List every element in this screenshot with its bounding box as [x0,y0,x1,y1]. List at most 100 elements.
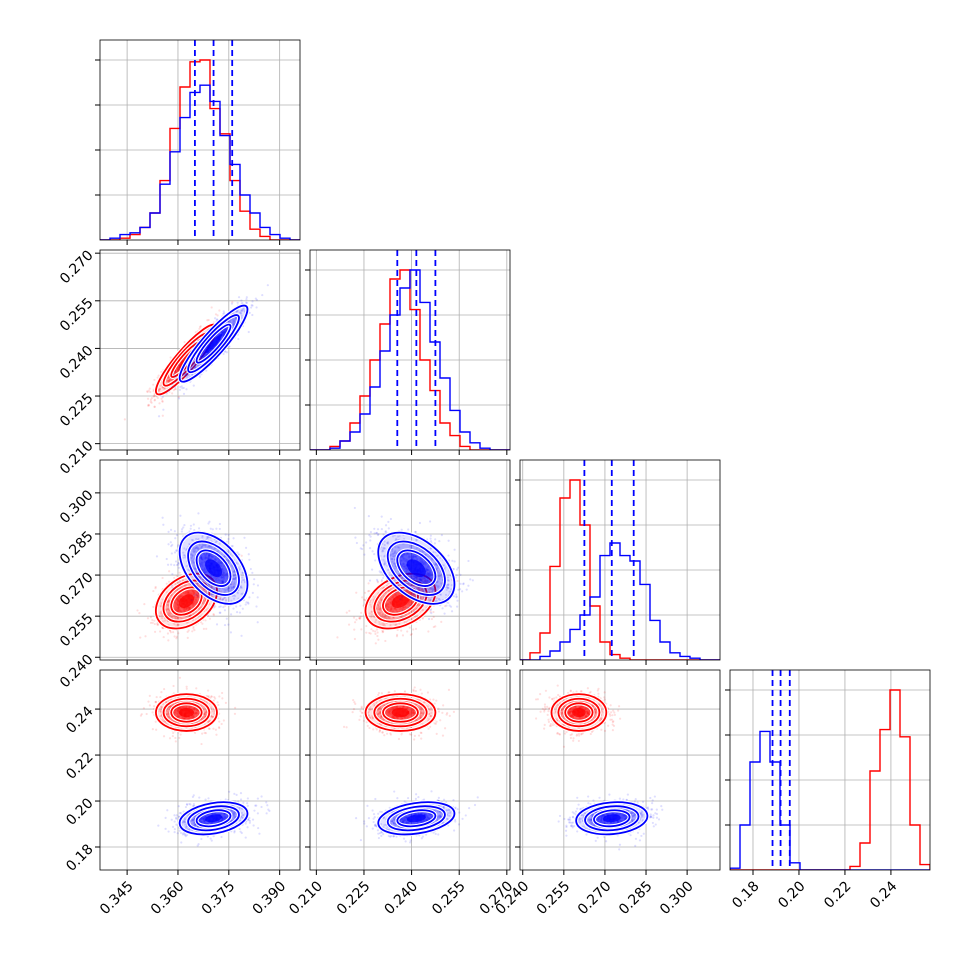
density-level [406,559,426,578]
panel-3-0: 0.345 0.360 0.375 0.390 0.18 0.20 0.22 0.24 [63,669,301,918]
density-level [602,814,621,823]
panel-3-3: 0.18 0.20 0.22 0.24 [725,669,931,912]
panel-frame [99,459,301,661]
y-tick-label: 0.270 [57,569,97,609]
x-tick-label: 0.225 [334,878,374,918]
y-tick-label: 0.285 [57,528,97,568]
density-level [178,594,195,608]
x-tick-label: 0.375 [199,878,239,918]
x-tick-label: 0.300 [657,878,697,918]
density-level [572,707,586,718]
panel-frame [99,249,301,451]
contour-line [584,805,640,832]
contour-line [178,801,249,836]
histogram-0 [520,479,720,660]
x-tick-label: 0.285 [616,878,656,918]
y-tick-label: 0.22 [63,749,96,782]
contour-line [155,693,218,732]
grid [520,460,720,660]
contour-line [396,809,437,828]
contour-line [178,304,249,383]
panel-2-2 [515,459,721,665]
contour-line [187,540,240,596]
grid [730,670,930,870]
panel-frame [99,39,301,241]
histogram-0 [100,59,300,240]
x-tick-label: 0.210 [286,878,326,918]
contour-line [373,697,428,728]
contour-line [557,697,601,728]
histogram-1 [100,84,300,240]
histogram-1 [310,269,510,450]
x-tick-label: 0.24 [867,878,900,911]
density-level [406,814,426,823]
y-tick-label: 0.270 [57,248,97,288]
histogram-0 [730,689,930,870]
x-tick-label: 0.22 [821,878,854,911]
histogram-1 [520,542,720,660]
panel-frame [309,459,511,661]
density-level [391,707,410,718]
x-tick-label: 0.345 [97,878,137,918]
grid [310,670,510,870]
contour-line [550,693,608,732]
density-level [205,559,223,578]
density-level [205,334,223,354]
panel-frame [519,459,721,661]
grid [100,670,300,870]
x-tick-label: 0.360 [148,878,188,918]
y-tick-label: 0.240 [57,652,97,692]
grid [100,250,300,450]
panel-1-1 [305,249,511,455]
contour-line [187,805,240,832]
density-level [391,594,410,608]
y-tick-label: 0.18 [63,841,96,874]
contour-line [187,314,240,374]
y-tick-label: 0.24 [63,703,96,736]
x-tick-label: 0.255 [534,878,574,918]
contour-line [195,809,232,828]
panel-0-0 [95,39,301,245]
panel-2-1 [305,459,511,665]
panel-3-1: 0.210 0.225 0.240 0.255 0.270 [286,669,516,918]
contour-line [364,693,437,732]
panel-frame [99,669,301,871]
y-tick-label: 0.240 [57,343,97,383]
panel-frame [309,669,511,871]
density-level [205,814,223,823]
panel-1-0: 0.210 0.225 0.240 0.255 0.270 [57,248,301,478]
density-level [178,707,195,718]
panel-3-2: 0.240 0.255 0.270 0.285 0.300 [493,669,721,918]
y-tick-label: 0.255 [57,295,97,335]
x-tick-label: 0.390 [250,878,290,918]
panel-frame [729,669,931,871]
y-tick-label: 0.225 [57,390,97,430]
contour-line [162,697,211,728]
panel-frame [519,669,721,871]
x-tick-label: 0.240 [382,878,422,918]
contour-line [377,801,456,836]
contour-line [386,805,446,832]
y-tick-label: 0.210 [57,438,97,478]
contour-line [155,572,218,630]
contour-line [377,531,456,605]
y-tick-label: 0.255 [57,611,97,651]
panel-frame [309,249,511,451]
x-tick-label: 0.270 [575,878,615,918]
contour-line [195,549,232,587]
contour-line [178,531,249,605]
contour-line [593,809,631,828]
x-tick-label: 0.18 [729,878,762,911]
grid [520,670,720,870]
histogram-1 [730,730,930,870]
x-tick-label: 0.255 [429,878,469,918]
contour-line [170,702,203,723]
x-tick-label: 0.20 [775,878,808,911]
contour-line [396,549,437,587]
contour-line [195,323,232,364]
grid [100,40,300,240]
contour-line [575,801,649,836]
contour-line [386,540,446,596]
y-tick-label: 0.300 [57,487,97,527]
